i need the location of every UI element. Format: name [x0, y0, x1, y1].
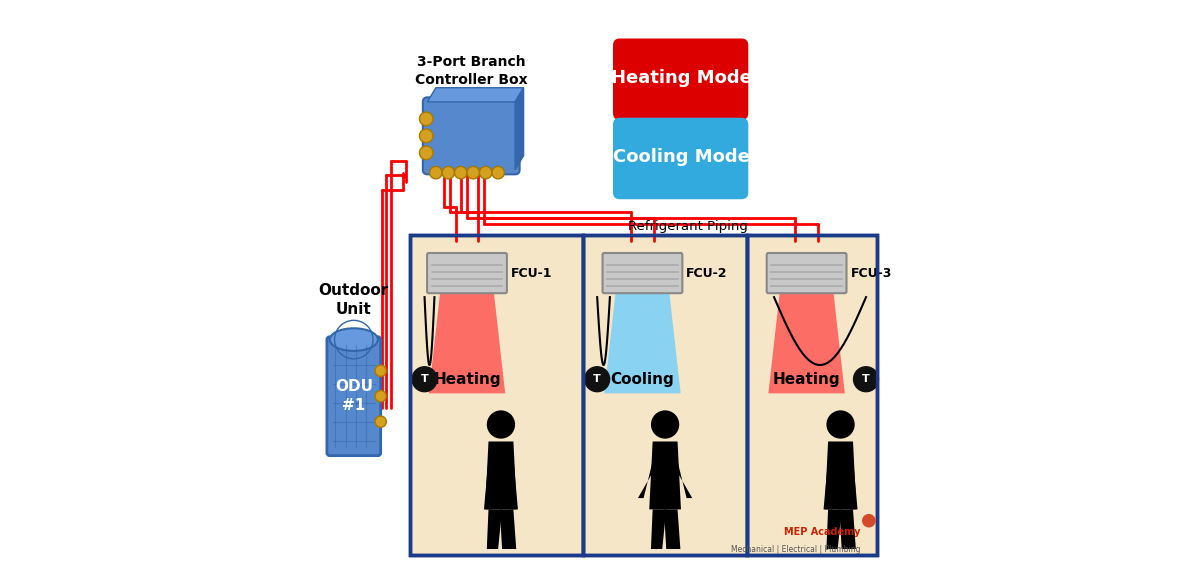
Text: MEP Academy: MEP Academy: [784, 527, 860, 537]
Text: T: T: [862, 374, 870, 384]
Circle shape: [480, 166, 492, 179]
Circle shape: [442, 166, 455, 179]
Circle shape: [412, 367, 437, 392]
Text: 3-Port Branch
Controller Box: 3-Port Branch Controller Box: [415, 54, 528, 87]
Polygon shape: [506, 458, 518, 509]
FancyBboxPatch shape: [602, 253, 683, 293]
Text: Heating Mode: Heating Mode: [611, 69, 751, 87]
Polygon shape: [678, 461, 692, 498]
Circle shape: [584, 367, 610, 392]
FancyBboxPatch shape: [583, 235, 748, 555]
Text: Heating: Heating: [433, 372, 500, 387]
Polygon shape: [664, 509, 680, 549]
Text: Outdoor
Unit: Outdoor Unit: [319, 283, 389, 317]
Bar: [583, 235, 748, 555]
Circle shape: [455, 166, 467, 179]
Text: Refrigerant Piping: Refrigerant Piping: [629, 220, 748, 233]
Circle shape: [492, 166, 504, 179]
Ellipse shape: [330, 328, 378, 351]
Circle shape: [650, 410, 679, 439]
Circle shape: [420, 129, 433, 143]
Text: FCU-1: FCU-1: [511, 267, 552, 280]
FancyBboxPatch shape: [422, 97, 520, 174]
Circle shape: [376, 391, 386, 402]
Circle shape: [862, 514, 876, 528]
Text: Mechanical | Electrical | Plumbing: Mechanical | Electrical | Plumbing: [731, 544, 860, 554]
Circle shape: [376, 416, 386, 427]
Circle shape: [853, 367, 878, 392]
Polygon shape: [846, 458, 858, 509]
Text: FCU-3: FCU-3: [851, 267, 892, 280]
Text: Cooling Mode: Cooling Mode: [612, 148, 749, 166]
Circle shape: [467, 166, 480, 179]
FancyBboxPatch shape: [427, 253, 506, 293]
Polygon shape: [485, 441, 517, 509]
Polygon shape: [484, 458, 496, 509]
Text: T: T: [593, 374, 601, 384]
Polygon shape: [824, 441, 857, 509]
Polygon shape: [827, 509, 841, 549]
Text: ODU
#1: ODU #1: [335, 379, 373, 413]
Polygon shape: [638, 461, 653, 498]
Text: Cooling: Cooling: [611, 372, 674, 387]
Circle shape: [376, 365, 386, 376]
FancyBboxPatch shape: [748, 235, 877, 555]
Circle shape: [430, 166, 442, 179]
Polygon shape: [487, 509, 502, 549]
FancyBboxPatch shape: [410, 235, 583, 555]
Text: Heating: Heating: [773, 372, 840, 387]
Polygon shape: [840, 509, 856, 549]
Polygon shape: [428, 291, 505, 393]
Polygon shape: [500, 509, 516, 549]
Polygon shape: [605, 291, 680, 393]
Text: FCU-2: FCU-2: [686, 267, 728, 280]
FancyBboxPatch shape: [767, 253, 846, 293]
FancyBboxPatch shape: [613, 38, 749, 120]
Circle shape: [487, 410, 515, 439]
Polygon shape: [823, 458, 835, 509]
FancyBboxPatch shape: [326, 337, 380, 456]
Polygon shape: [649, 441, 680, 509]
FancyBboxPatch shape: [613, 118, 749, 199]
Polygon shape: [427, 88, 523, 102]
Circle shape: [827, 410, 854, 439]
Bar: [748, 235, 877, 555]
Bar: [410, 235, 583, 555]
Polygon shape: [768, 291, 845, 393]
Circle shape: [420, 112, 433, 126]
Circle shape: [420, 146, 433, 160]
Polygon shape: [515, 88, 523, 170]
Polygon shape: [650, 509, 666, 549]
Text: T: T: [421, 374, 428, 384]
